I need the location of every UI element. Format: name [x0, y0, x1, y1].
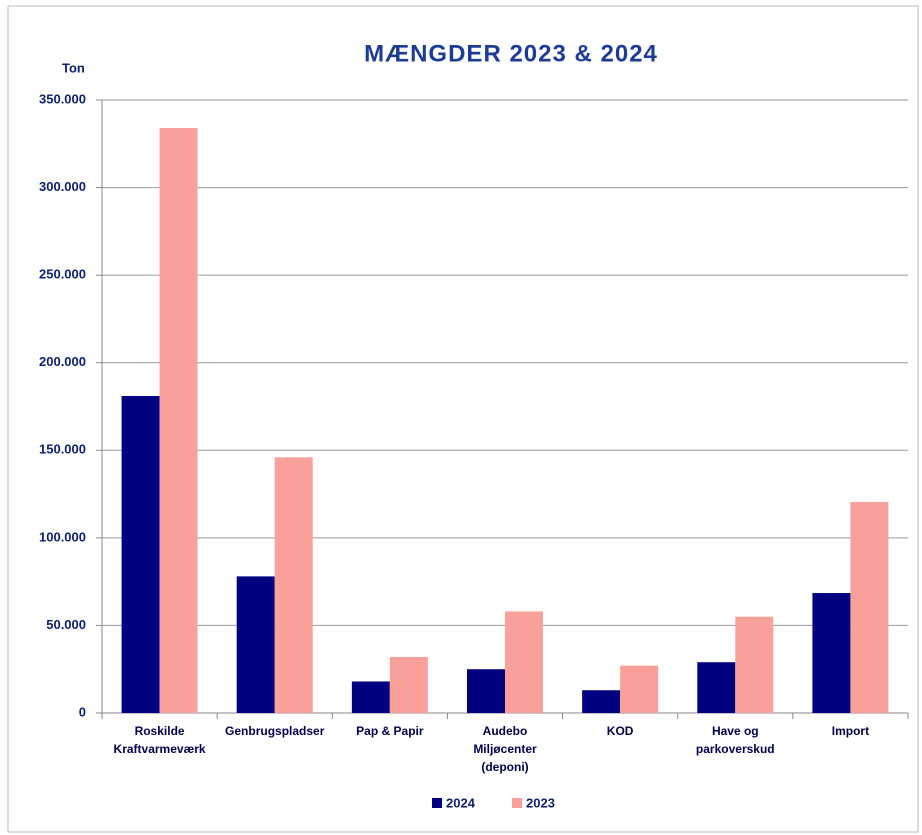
x-tick-label: Genbrugspladser: [225, 724, 325, 738]
bar: [505, 611, 543, 713]
bar: [812, 593, 851, 713]
y-tick-label: 300.000: [39, 179, 86, 194]
x-tick-label: Have og parkoverskud: [696, 724, 775, 756]
bar: [159, 128, 198, 714]
x-tick-label: Import: [832, 724, 869, 738]
bar: [274, 457, 313, 713]
y-tick-label: 0: [79, 704, 86, 719]
x-tick-label: Audebo Miljøcenter (deponi): [473, 724, 537, 774]
bar: [121, 395, 160, 713]
legend-swatch: [432, 798, 442, 808]
x-tick-label: Roskilde Kraftvarmeværk: [114, 724, 206, 756]
y-tick-label: 250.000: [39, 267, 86, 282]
legend-label: 2024: [446, 795, 476, 810]
y-tick-label: 100.000: [39, 529, 86, 544]
y-tick-label: 150.000: [39, 442, 86, 457]
bar: [582, 690, 621, 713]
bar: [850, 501, 889, 713]
chart-title: MÆNGDER 2023 & 2024: [364, 40, 658, 67]
bar: [620, 665, 659, 713]
bar: [236, 576, 275, 713]
legend-label: 2023: [526, 795, 555, 810]
y-axis-label: Ton: [62, 60, 85, 75]
y-tick-label: 200.000: [39, 354, 86, 369]
bar: [697, 662, 736, 713]
bar: [351, 681, 390, 713]
legend-swatch: [512, 798, 522, 808]
y-tick-label: 50.000: [46, 617, 86, 632]
bar: [735, 616, 774, 713]
bar: [467, 669, 505, 713]
y-tick-label: 350.000: [39, 91, 86, 106]
x-tick-label: Pap & Papir: [356, 724, 424, 738]
x-tick-label: KOD: [607, 724, 634, 738]
bar: [389, 656, 428, 713]
